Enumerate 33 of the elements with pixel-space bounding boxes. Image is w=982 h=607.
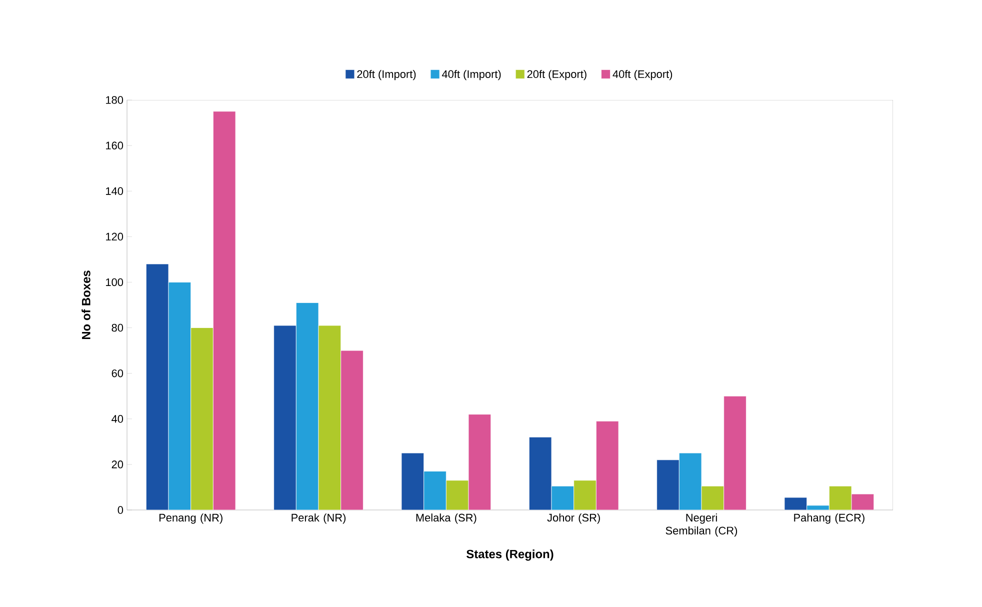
bar	[851, 494, 874, 510]
y-tick-label: 100	[106, 278, 124, 286]
x-tick-label: Johor (SR)	[547, 514, 600, 524]
x-tick-label: Perak (NR)	[292, 514, 346, 524]
bar	[401, 452, 424, 510]
y-tick-label: 0	[118, 506, 124, 514]
y-tick-label: 120	[106, 232, 124, 241]
y-tick-label: 180	[106, 96, 124, 104]
x-tick-label: Negeri Sembilan (CR)	[666, 514, 738, 537]
bar	[528, 436, 552, 510]
bar	[656, 460, 680, 510]
bar	[274, 325, 296, 510]
bar	[340, 350, 364, 510]
legend-label: 40ft (Import)	[442, 70, 501, 80]
y-tick-label: 160	[106, 142, 124, 150]
bar	[724, 396, 746, 510]
x-tick-label: Pahang (ECR)	[794, 514, 864, 524]
y-tick-label: 20	[112, 460, 124, 468]
bar	[468, 414, 492, 510]
y-tick-label: 140	[106, 187, 124, 195]
legend-label: 40ft (Export)	[612, 70, 672, 80]
x-tick-label: Melaka (SR)	[416, 514, 476, 524]
bar	[596, 420, 619, 510]
y-tick-label: 80	[112, 324, 124, 332]
legend-label: 20ft (Export)	[527, 70, 586, 80]
x-axis-title: States (Region)	[466, 550, 554, 561]
bar	[212, 111, 236, 510]
x-tick-label: Penang (NR)	[159, 514, 222, 524]
bar	[146, 264, 169, 510]
y-axis-title: No of Boxes	[82, 270, 90, 340]
legend-label: 20ft (Import)	[357, 70, 416, 80]
y-tick-label: 60	[112, 369, 124, 378]
y-tick-label: 40	[112, 415, 124, 423]
